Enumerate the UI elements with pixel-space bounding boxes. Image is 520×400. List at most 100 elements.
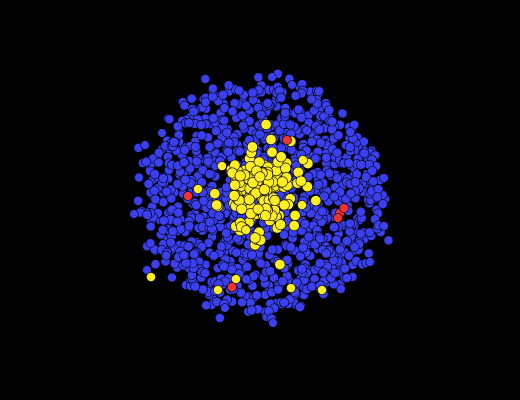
blue-particle: [223, 80, 234, 91]
blue-particle: [238, 120, 249, 131]
yellow-particle: [228, 190, 240, 202]
blue-particle: [306, 136, 317, 147]
blue-particle: [287, 80, 297, 90]
blue-particle: [315, 137, 326, 148]
blue-particle: [179, 100, 190, 111]
blue-particle: [355, 228, 366, 239]
blue-particle: [306, 94, 317, 105]
blue-particle: [345, 127, 356, 138]
blue-particle: [165, 237, 176, 248]
blue-particle: [298, 242, 308, 253]
yellow-particle: [266, 146, 278, 158]
blue-particle: [337, 108, 348, 119]
yellow-particle: [269, 194, 281, 206]
blue-particle: [262, 98, 273, 108]
yellow-particle: [275, 219, 287, 231]
blue-particle: [229, 98, 240, 108]
yellow-particle: [211, 199, 223, 211]
blue-particle: [350, 177, 361, 187]
blue-particle: [343, 158, 354, 168]
yellow-particle: [241, 225, 251, 235]
blue-particle: [214, 312, 225, 323]
blue-particle: [364, 227, 375, 238]
blue-particle: [317, 206, 328, 217]
yellow-particle: [231, 274, 241, 284]
blue-particle: [219, 115, 230, 126]
blue-particle: [327, 116, 338, 127]
yellow-particle: [229, 179, 241, 191]
yellow-particle: [295, 175, 307, 187]
blue-particle: [349, 242, 360, 252]
red-particle: [183, 191, 193, 201]
blue-particle: [172, 121, 183, 132]
blue-particle: [265, 266, 276, 276]
blue-particle: [237, 297, 247, 308]
blue-particle: [153, 157, 164, 168]
yellow-particle: [146, 272, 156, 282]
yellow-particle: [209, 188, 221, 200]
blue-particle: [167, 226, 178, 237]
blue-particle: [310, 153, 321, 164]
blue-particle: [198, 195, 209, 206]
yellow-particle: [297, 200, 307, 210]
blue-particle: [161, 186, 172, 197]
blue-particle: [273, 284, 284, 295]
blue-particle: [365, 257, 375, 267]
blue-particle: [332, 147, 343, 158]
yellow-particle: [234, 170, 246, 182]
blue-particle: [314, 86, 324, 97]
blue-particle: [196, 130, 207, 141]
blue-particle: [306, 281, 317, 292]
blue-particle: [331, 234, 342, 245]
yellow-particle: [254, 171, 266, 183]
blue-particle: [183, 241, 194, 252]
blue-particle: [149, 169, 160, 179]
blue-particle: [179, 144, 190, 155]
blue-particle: [211, 125, 221, 136]
blue-particle: [329, 222, 339, 233]
blue-particle: [234, 85, 245, 96]
blue-particle: [207, 83, 218, 94]
yellow-particle: [289, 209, 301, 221]
blue-particle: [290, 90, 301, 101]
blue-particle: [194, 213, 205, 224]
blue-particle: [296, 112, 307, 123]
blue-particle: [330, 268, 340, 278]
blue-particle: [267, 244, 278, 255]
blue-particle: [295, 251, 306, 262]
blue-particle: [186, 93, 197, 104]
blue-particle: [324, 105, 335, 116]
blue-particle: [359, 148, 370, 159]
red-particle: [227, 282, 237, 292]
red-particle: [333, 213, 343, 223]
yellow-particle: [274, 258, 286, 270]
blue-particle: [150, 259, 161, 270]
blue-particle: [333, 130, 344, 141]
blue-particle: [234, 146, 245, 157]
blue-particle: [379, 173, 389, 183]
blue-particle: [172, 216, 183, 227]
yellow-particle-group: [146, 119, 327, 295]
blue-particle: [345, 188, 356, 199]
red-particle-group: [183, 135, 349, 292]
red-particle: [282, 135, 292, 145]
blue-particle: [247, 249, 257, 260]
yellow-particle: [193, 184, 203, 194]
yellow-particle: [236, 203, 248, 215]
blue-particle: [368, 176, 379, 187]
blue-particle: [231, 247, 242, 258]
blue-particle: [314, 124, 325, 135]
blue-particle: [218, 89, 228, 100]
blue-particle: [200, 268, 211, 278]
blue-particle: [190, 141, 201, 152]
blue-particle: [315, 233, 326, 244]
blue-particle: [214, 210, 224, 221]
blue-particle: [157, 224, 168, 235]
blue-particle: [356, 159, 367, 170]
blue-particle: [145, 221, 156, 232]
blue-particle: [247, 87, 258, 98]
blue-particle: [133, 195, 143, 206]
blue-particle: [208, 113, 219, 123]
yellow-particle: [243, 194, 255, 206]
